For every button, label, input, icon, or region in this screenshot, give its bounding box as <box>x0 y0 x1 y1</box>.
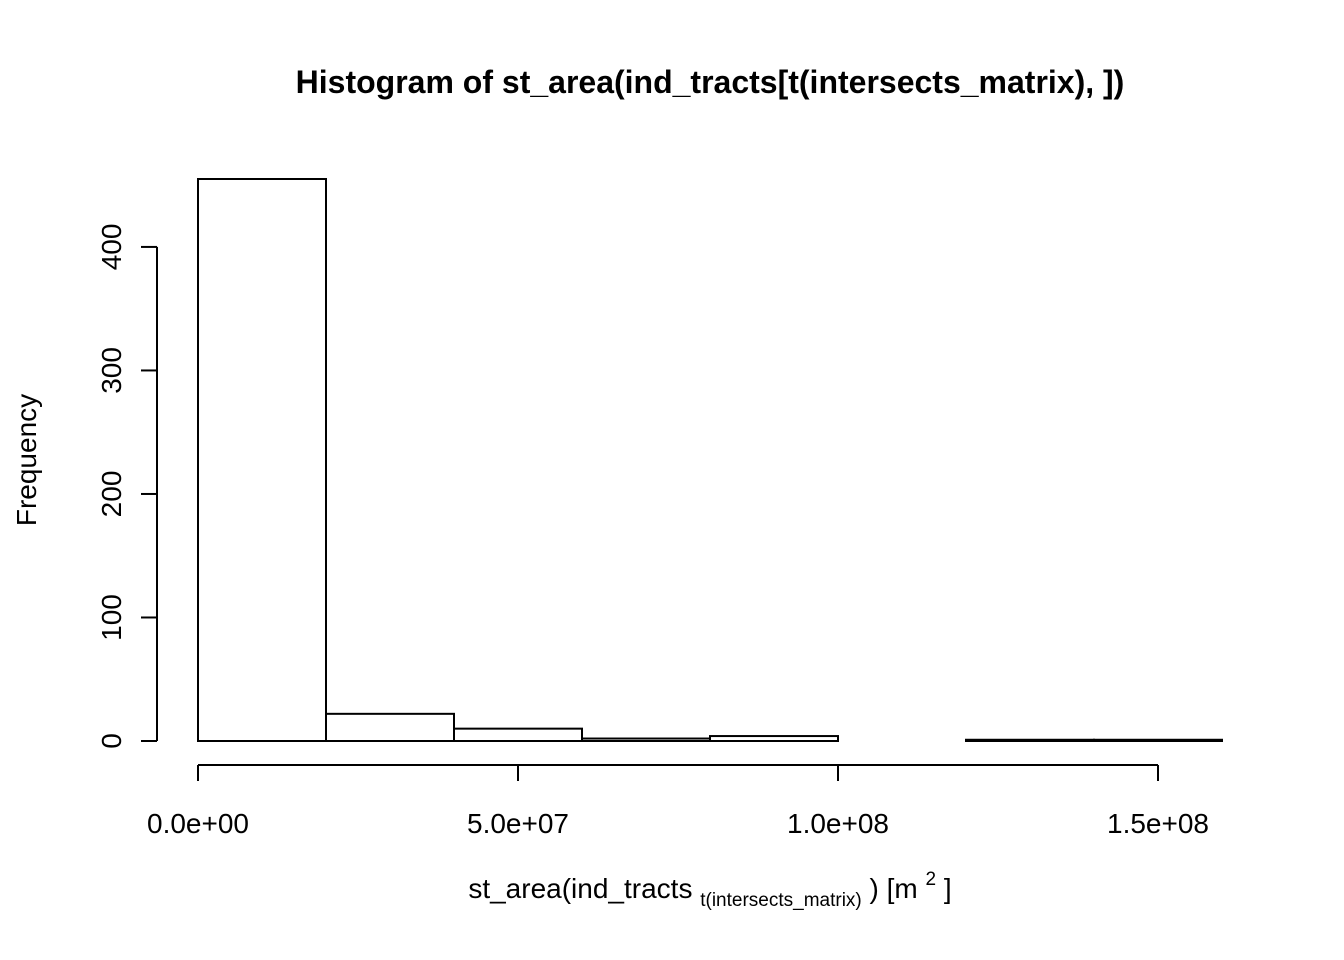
x-axis-label-main: st_area(ind_tracts <box>468 873 692 904</box>
histogram-bar <box>965 738 1095 742</box>
y-tick-label: 400 <box>96 224 127 271</box>
histogram-bar <box>453 727 583 743</box>
x-tick-label: 0.0e+00 <box>147 808 249 839</box>
x-axis-label-closing: ] <box>944 873 952 904</box>
y-tick-label: 100 <box>96 594 127 641</box>
histogram-bar <box>1093 738 1223 742</box>
y-tick-label: 200 <box>96 471 127 518</box>
y-ticks: 0 100 200 300 400 <box>96 224 157 749</box>
histogram-bar <box>197 178 327 742</box>
bars-group <box>197 178 1223 743</box>
y-axis: 0 100 200 300 400 <box>96 224 158 749</box>
histogram-bar <box>709 735 839 742</box>
chart-title: Histogram of st_area(ind_tracts[t(inters… <box>296 64 1125 100</box>
y-axis-label: Frequency <box>11 394 42 526</box>
x-tick-label: 1.5e+08 <box>1107 808 1209 839</box>
x-tick-label: 1.0e+08 <box>787 808 889 839</box>
x-axis-label-subscript: t(intersects_matrix) <box>700 890 862 911</box>
y-tick-label: 300 <box>96 347 127 394</box>
x-axis-label-superscript: 2 <box>926 869 937 890</box>
histogram-bar <box>325 712 455 742</box>
x-axis: 0.0e+00 5.0e+07 1.0e+08 1.5e+08 <box>147 764 1209 839</box>
y-tick-label: 0 <box>96 733 127 749</box>
x-axis-label-after-subscript: ) [m <box>870 873 918 904</box>
histogram-bar <box>581 737 711 742</box>
x-axis-label: st_area(ind_tracts t(intersects_matrix) … <box>468 860 951 912</box>
x-ticks: 0.0e+00 5.0e+07 1.0e+08 1.5e+08 <box>147 765 1209 839</box>
x-tick-label: 5.0e+07 <box>467 808 569 839</box>
